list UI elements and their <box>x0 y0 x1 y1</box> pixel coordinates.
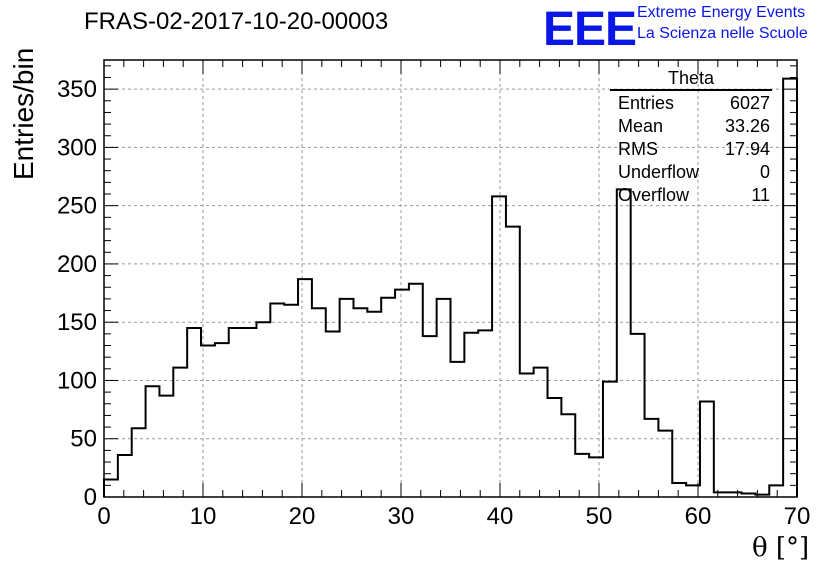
x-tick-label: 20 <box>289 503 316 530</box>
stats-value: 33.26 <box>724 116 770 136</box>
y-tick-label: 350 <box>57 76 97 103</box>
x-tick-label: 70 <box>784 503 811 530</box>
stats-value: 11 <box>751 185 770 205</box>
stats-row-underflow: Underflow 0 <box>610 162 772 185</box>
x-tick-label: 50 <box>586 503 613 530</box>
stats-row-overflow: Overflow 11 <box>610 185 772 208</box>
y-tick-label: 300 <box>57 134 97 161</box>
x-tick-label: 10 <box>190 503 217 530</box>
org-name-line2: La Scienza nelle Scuole <box>637 25 808 42</box>
tick-labels: 0 10 20 30 40 50 60 70 0 50 100 150 200 250 300 350 <box>57 76 810 530</box>
stats-label: Mean <box>618 116 664 136</box>
stats-label: Overflow <box>618 185 690 205</box>
stats-row-mean: Mean 33.26 <box>610 116 772 139</box>
y-tick-label: 250 <box>57 193 97 220</box>
stats-row-entries: Entries 6027 <box>610 93 772 116</box>
y-tick-label: 50 <box>70 426 97 453</box>
eee-logo: EEE <box>543 3 637 56</box>
x-tick-label: 40 <box>487 503 514 530</box>
stats-value: 17.94 <box>724 139 770 159</box>
histogram-series <box>103 77 798 497</box>
stats-value: 0 <box>759 162 770 182</box>
plot-frame <box>103 59 798 498</box>
x-axis-label: θ [°] <box>752 533 810 563</box>
y-tick-label: 200 <box>57 251 97 278</box>
y-tick-label: 150 <box>57 309 97 336</box>
stats-row-rms: RMS 17.94 <box>610 139 772 162</box>
stats-label: Underflow <box>618 162 700 182</box>
y-tick-label: 0 <box>84 484 97 511</box>
x-tick-label: 60 <box>685 503 712 530</box>
axis-ticks <box>103 60 798 498</box>
x-tick-label: 30 <box>388 503 415 530</box>
stats-divider <box>610 89 772 91</box>
stats-label: RMS <box>618 139 658 159</box>
y-tick-label: 100 <box>57 367 97 394</box>
org-name-line1: Extreme Energy Events <box>637 4 806 21</box>
x-tick-label: 0 <box>97 503 110 530</box>
y-axis-label: Entries/bin <box>8 47 39 180</box>
stats-label: Entries <box>618 93 675 113</box>
stats-title: Theta <box>667 68 715 88</box>
run-title: FRAS-02-2017-10-20-00003 <box>84 8 389 35</box>
stats-value: 6027 <box>729 93 770 113</box>
stats-box: Theta Entries 6027 Mean 33.26 RMS 17.94 … <box>610 68 772 208</box>
